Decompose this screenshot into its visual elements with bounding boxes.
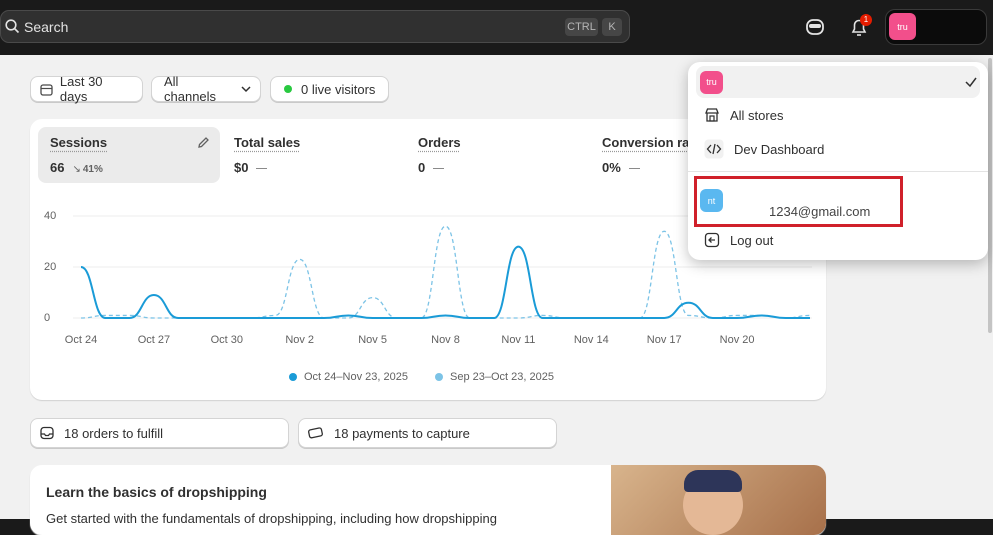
page: Search CTRL K 1 tru Last 30 days All cha… <box>0 9 993 535</box>
metric-label: Total sales <box>234 135 301 150</box>
highlight-box <box>694 176 903 227</box>
shortcut-key: K <box>602 18 622 36</box>
metric-value: 0% <box>602 160 621 175</box>
task-label: 18 orders to fulfill <box>64 425 163 441</box>
store-icon <box>705 108 719 122</box>
live-dot <box>284 85 292 93</box>
metric-value: 66 <box>50 160 65 175</box>
code-icon <box>704 139 724 159</box>
filter-label: 0 live visitors <box>301 81 376 97</box>
task-button[interactable]: 18 payments to capture <box>298 418 557 448</box>
image-cap <box>684 470 742 492</box>
no-change <box>433 167 445 170</box>
metric-tile-selected[interactable] <box>38 127 220 183</box>
metric-value-row: 0 <box>418 160 445 175</box>
live-visitors[interactable]: 0 live visitors <box>270 76 389 102</box>
metric-label: Sessions <box>50 135 108 150</box>
scroll-thumb[interactable] <box>988 58 992 333</box>
learn-title: Learn the basics of dropshipping <box>46 484 267 500</box>
menu-label: All stores <box>730 107 784 123</box>
check-icon <box>965 77 977 88</box>
inbox-icon <box>40 426 54 440</box>
account-avatar: nt <box>700 189 723 212</box>
search-icon <box>5 19 20 34</box>
menu-label: Dev Dashboard <box>734 141 825 157</box>
no-change <box>628 167 640 170</box>
chevron-icon <box>241 86 251 93</box>
account-menu: tru All stores Dev Dashboard nt 1234@gma… <box>688 62 988 260</box>
date-filter[interactable]: Last 30 days <box>30 74 143 104</box>
menu-item[interactable]: Dev Dashboard <box>696 134 980 164</box>
menu-item[interactable]: Log out <box>696 225 980 255</box>
channel-filter[interactable]: All channels <box>151 74 261 104</box>
metric-change: 41% <box>82 164 103 175</box>
bell-icon[interactable] <box>849 17 869 37</box>
trend-arrow: ↘ <box>72 164 81 175</box>
logout-icon <box>704 232 720 248</box>
metric-value: 0 <box>418 160 426 175</box>
sidekick-icon[interactable] <box>805 17 825 37</box>
account-email: 1234@gmail.com <box>769 204 871 219</box>
metric-label: Conversion rate <box>602 135 701 150</box>
task-label: 18 payments to capture <box>334 425 470 441</box>
filter-label: All channels <box>164 74 217 104</box>
metric-value-row: $0 <box>234 160 268 175</box>
menu-divider <box>688 171 988 172</box>
search-placeholder: Search <box>24 19 69 35</box>
metric-value-row: 0% <box>602 160 640 175</box>
store-avatar: tru <box>889 13 916 40</box>
shortcut-key: CTRL <box>565 18 598 36</box>
learn-card: Learn the basics of dropshipping Get sta… <box>30 465 826 535</box>
metric-value-row: 66 ↘ 41% <box>50 160 103 175</box>
metric-value: $0 <box>234 160 249 175</box>
menu-store-row[interactable]: tru <box>696 66 980 98</box>
payment-icon <box>308 427 323 439</box>
learn-image <box>611 465 826 535</box>
search-box[interactable] <box>0 10 630 43</box>
filter-label: Last 30 days <box>59 74 103 104</box>
task-button[interactable]: 18 orders to fulfill <box>30 418 289 448</box>
no-change <box>256 167 268 170</box>
calendar-icon <box>40 83 53 96</box>
store-avatar: tru <box>700 70 723 94</box>
metric-label: Orders <box>418 135 461 150</box>
edit-icon[interactable] <box>196 135 211 150</box>
notification-badge: 1 <box>860 14 872 26</box>
menu-label: Log out <box>730 232 774 248</box>
menu-item[interactable]: All stores <box>696 100 980 130</box>
